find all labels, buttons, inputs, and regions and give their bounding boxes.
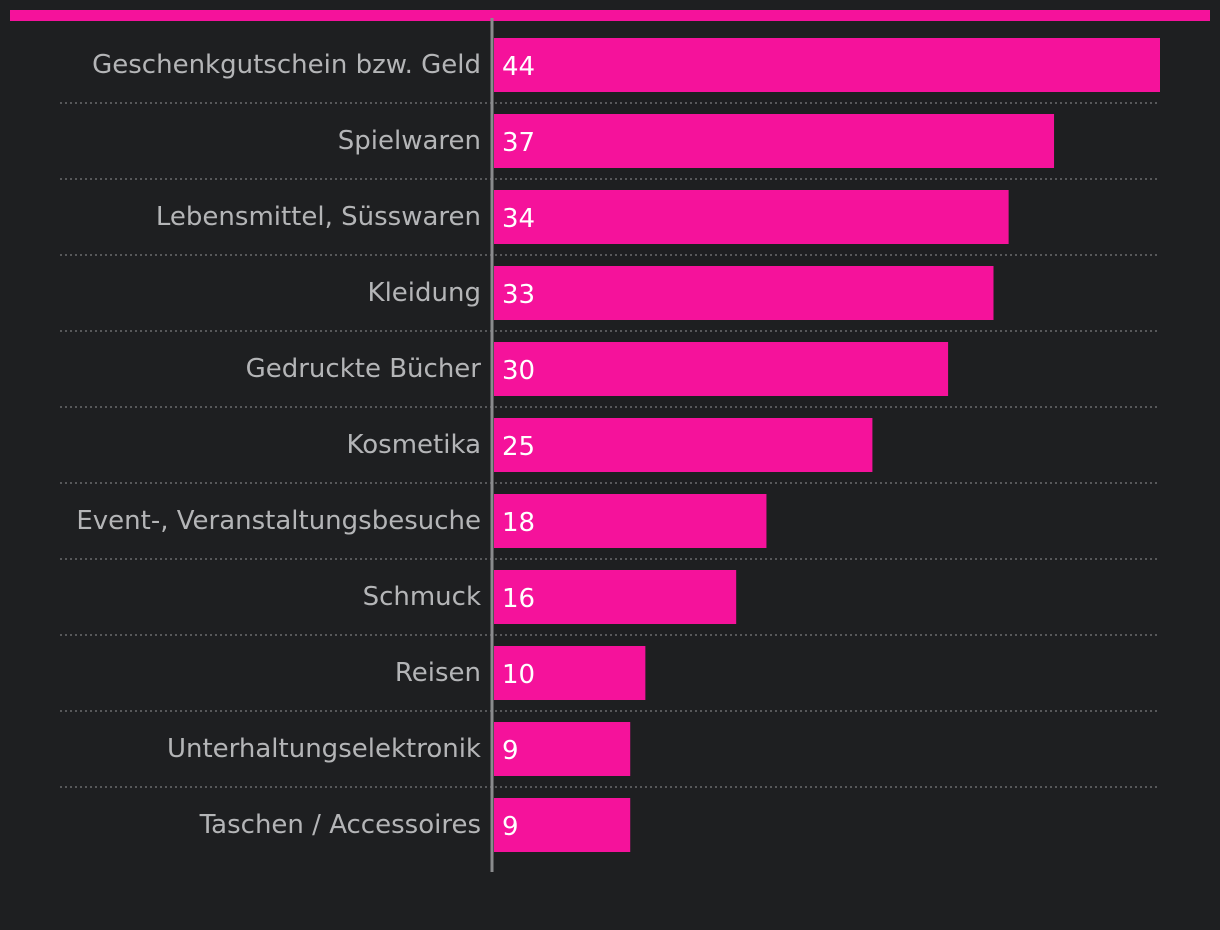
value-label: 10 xyxy=(502,660,535,690)
bar-5 xyxy=(494,418,873,472)
category-label: Kleidung xyxy=(368,278,481,308)
value-label: 25 xyxy=(502,432,535,462)
value-label: 33 xyxy=(502,280,535,310)
value-label: 44 xyxy=(502,52,535,82)
bar-2 xyxy=(494,190,1009,244)
bar-9 xyxy=(494,722,631,776)
category-label: Spielwaren xyxy=(338,126,481,156)
category-label: Gedruckte Bücher xyxy=(246,354,482,384)
category-label: Event-, Veranstaltungsbesuche xyxy=(76,506,481,536)
category-label: Kosmetika xyxy=(347,430,481,460)
value-label: 30 xyxy=(502,356,535,386)
bar-1 xyxy=(494,114,1055,168)
category-label: Schmuck xyxy=(363,582,481,612)
value-label: 34 xyxy=(502,204,535,234)
value-label: 16 xyxy=(502,584,535,614)
category-label: Lebensmittel, Süsswaren xyxy=(156,202,481,232)
category-label: Geschenkgutschein bzw. Geld xyxy=(92,50,481,80)
accent-top-bar xyxy=(10,10,1210,21)
value-label: 37 xyxy=(502,128,535,158)
category-label: Reisen xyxy=(395,658,481,688)
bar-6 xyxy=(494,494,767,548)
value-label: 9 xyxy=(502,812,519,842)
bar-3 xyxy=(494,266,994,320)
bar-7 xyxy=(494,570,737,624)
bar-4 xyxy=(494,342,949,396)
bar-0 xyxy=(494,38,1160,92)
value-label: 18 xyxy=(502,508,535,538)
bar-8 xyxy=(494,646,646,700)
value-label: 9 xyxy=(502,736,519,766)
category-label: Unterhaltungselektronik xyxy=(167,734,481,764)
category-label: Taschen / Accessoires xyxy=(199,810,481,840)
bar-10 xyxy=(494,798,631,852)
